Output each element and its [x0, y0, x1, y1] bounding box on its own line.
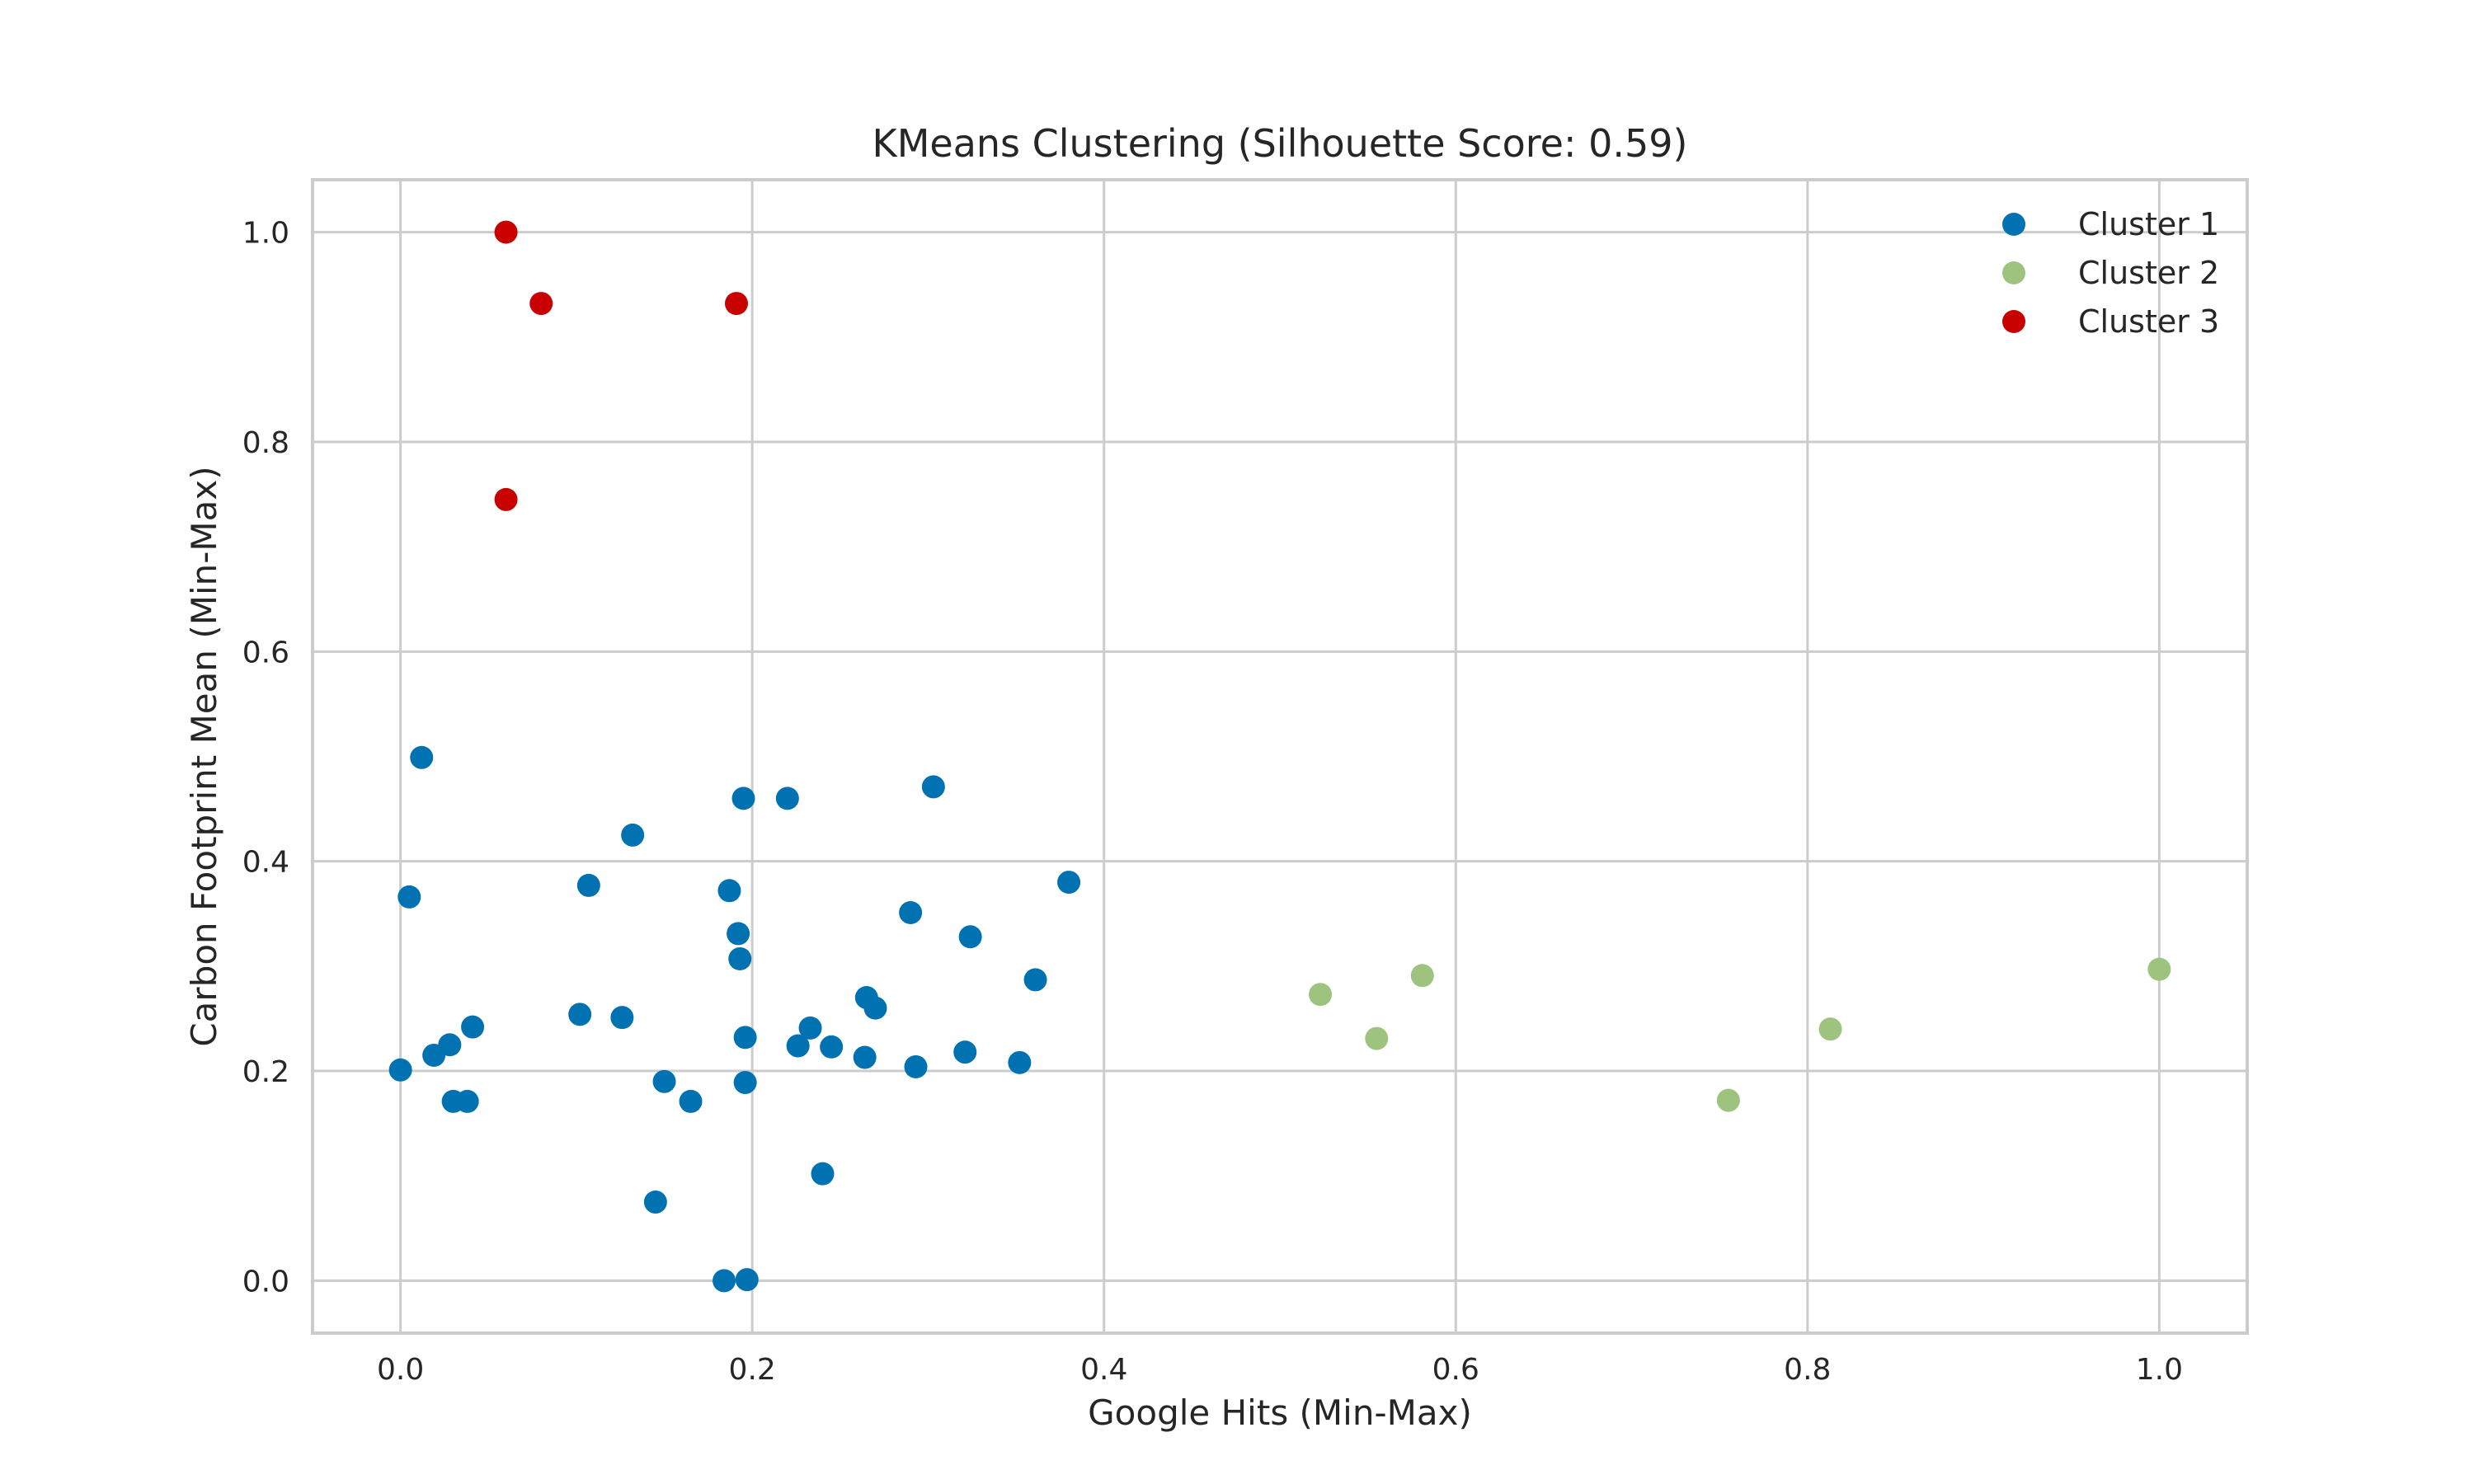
- data-point: [1818, 1017, 1842, 1041]
- x-tick-label: 0.2: [729, 1353, 776, 1387]
- data-point: [853, 1045, 877, 1069]
- data-point: [728, 946, 752, 970]
- y-tick-label: 0.6: [242, 636, 289, 669]
- data-point: [958, 925, 982, 949]
- y-tick-labels: 0.0 0.2 0.4 0.6 0.8 1.0: [242, 217, 289, 1299]
- data-point: [811, 1162, 835, 1186]
- data-point: [727, 922, 750, 946]
- data-point: [733, 1071, 757, 1095]
- x-tick-labels: 0.0 0.2 0.4 0.6 0.8 1.0: [377, 1353, 2183, 1387]
- data-point: [1716, 1088, 1740, 1112]
- data-point: [724, 292, 748, 316]
- legend-label-cluster-2: Cluster 2: [2078, 255, 2219, 291]
- data-point: [1410, 964, 1434, 988]
- y-tick-label: 0.2: [242, 1055, 289, 1089]
- x-axis-label: Google Hits (Min-Max): [1088, 1392, 1472, 1433]
- data-point: [921, 775, 945, 799]
- data-point: [438, 1033, 462, 1057]
- x-tick-label: 0.8: [1784, 1353, 1831, 1387]
- x-tick-label: 1.0: [2136, 1353, 2183, 1387]
- data-point: [786, 1034, 810, 1058]
- data-point: [529, 292, 553, 316]
- plot-frame: [311, 178, 2249, 1335]
- legend-label-cluster-1: Cluster 1: [2078, 206, 2219, 242]
- series-cluster-1: [388, 745, 1081, 1293]
- data-point: [494, 220, 518, 244]
- data-point: [576, 873, 600, 897]
- grid-layer: [313, 180, 2247, 1333]
- data-point: [820, 1035, 844, 1059]
- data-point: [410, 745, 434, 769]
- y-tick-label: 0.0: [242, 1265, 289, 1298]
- data-point: [461, 1015, 485, 1039]
- data-point: [610, 1006, 634, 1030]
- x-tick-label: 0.4: [1080, 1353, 1127, 1387]
- y-tick-label: 0.4: [242, 846, 289, 880]
- data-point: [735, 1268, 759, 1292]
- data-point: [953, 1040, 977, 1064]
- data-point: [904, 1054, 928, 1078]
- data-point: [643, 1190, 667, 1214]
- data-point: [713, 1269, 736, 1293]
- y-tick-label: 0.8: [242, 426, 289, 460]
- data-point: [1309, 983, 1333, 1007]
- y-axis-label: Carbon Footprint Mean (Min-Max): [184, 466, 224, 1046]
- series-cluster-2: [1309, 957, 2171, 1112]
- legend-marker-cluster-2: [2002, 261, 2025, 284]
- series-cluster-3: [494, 220, 748, 511]
- data-point: [863, 996, 887, 1020]
- y-tick-label: 1.0: [242, 217, 289, 251]
- data-point: [494, 487, 518, 511]
- data-point: [733, 1026, 757, 1050]
- data-point: [568, 1003, 592, 1026]
- chart-title: KMeans Clustering (Silhouette Score: 0.5…: [872, 121, 1688, 166]
- x-tick-label: 0.0: [377, 1353, 424, 1387]
- data-point: [455, 1089, 479, 1113]
- data-point: [1057, 871, 1081, 895]
- data-point: [652, 1069, 676, 1093]
- data-point: [717, 879, 741, 903]
- data-point: [731, 787, 755, 810]
- data-point: [1008, 1050, 1032, 1074]
- data-point: [388, 1058, 412, 1082]
- data-point: [1365, 1026, 1389, 1050]
- data-point: [2147, 957, 2171, 981]
- x-tick-label: 0.6: [1432, 1353, 1479, 1387]
- points-layer: [388, 220, 2171, 1293]
- data-point: [621, 823, 645, 847]
- legend-label-cluster-3: Cluster 3: [2078, 303, 2219, 340]
- legend-marker-cluster-3: [2002, 310, 2025, 333]
- data-point: [775, 787, 799, 810]
- legend: Cluster 1 Cluster 2 Cluster 3: [2002, 206, 2219, 340]
- legend-marker-cluster-1: [2002, 213, 2025, 236]
- data-point: [1023, 968, 1047, 992]
- data-point: [397, 885, 421, 909]
- data-point: [798, 1016, 822, 1040]
- data-point: [679, 1089, 703, 1113]
- data-point: [899, 901, 923, 925]
